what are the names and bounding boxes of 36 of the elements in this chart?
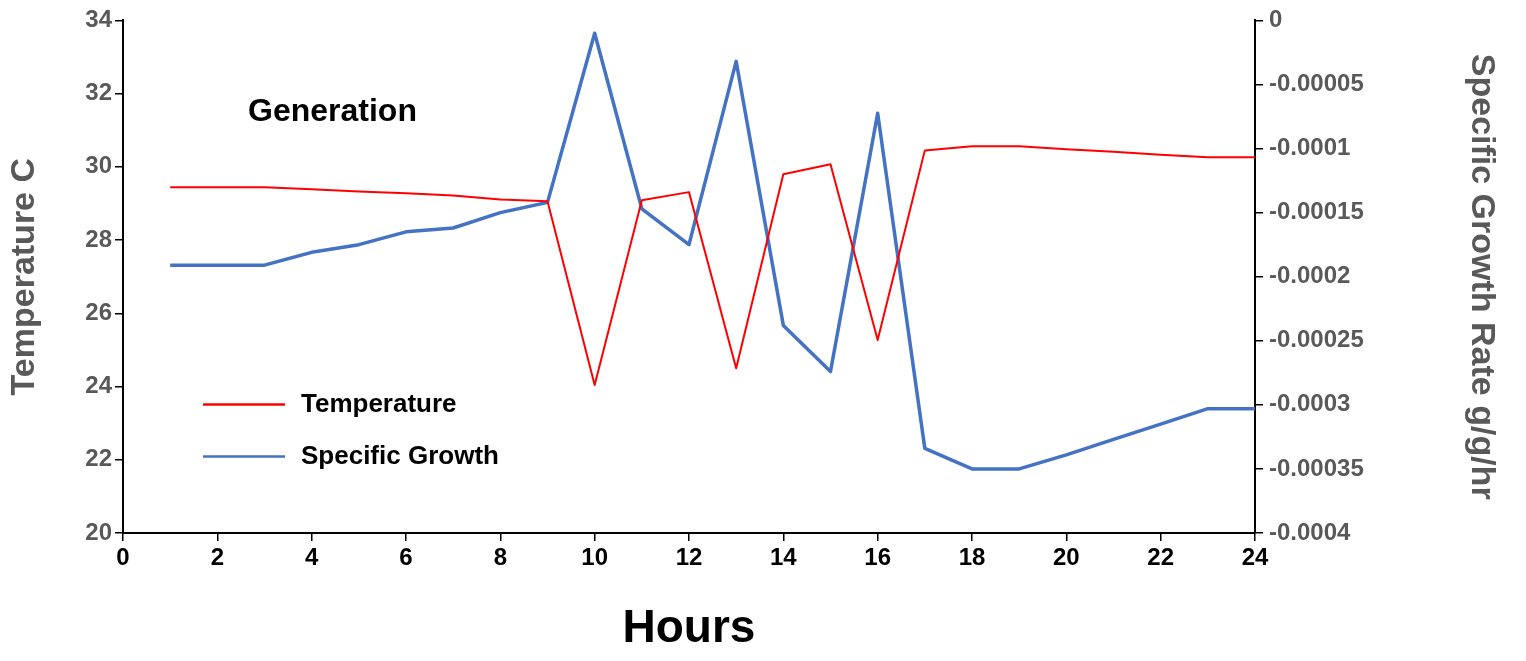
- y2-tick-label: -0.00025: [1269, 325, 1364, 353]
- y2-axis-title: Specific Growth Rate g/g/hr: [1465, 53, 1504, 500]
- y-tick-label: 28: [85, 224, 112, 252]
- y2-tick-label: -0.00035: [1269, 453, 1364, 481]
- x-axis-title: Hours: [622, 600, 756, 653]
- y2-tick-label: 0: [1269, 5, 1283, 33]
- y2-tick-label: -0.00015: [1269, 197, 1364, 225]
- y-tick-label: 22: [85, 444, 112, 472]
- x-tick-label: 8: [493, 543, 508, 571]
- x-tick-label: 20: [1052, 543, 1080, 571]
- y2-tick-label: -0.0002: [1269, 261, 1351, 289]
- y-tick-label: 26: [85, 297, 112, 325]
- annotation: Generation: [248, 92, 417, 129]
- legend-label: Specific Growth: [301, 439, 499, 470]
- y2-tick-label: -0.00005: [1269, 69, 1364, 97]
- x-tick-label: 6: [399, 543, 413, 571]
- x-tick-label: 10: [581, 543, 609, 571]
- x-tick-label: 4: [304, 543, 319, 571]
- x-tick-label: 22: [1147, 543, 1175, 571]
- x-tick-label: 0: [116, 543, 130, 571]
- x-tick-label: 18: [958, 543, 986, 571]
- y-tick-label: 32: [85, 78, 112, 106]
- x-tick-label: 12: [675, 543, 703, 571]
- x-tick-label: 24: [1241, 543, 1269, 571]
- y2-tick-label: -0.0004: [1269, 517, 1352, 545]
- x-tick-label: 2: [210, 543, 225, 571]
- y-tick-label: 30: [85, 151, 112, 179]
- y-tick-label: 24: [85, 371, 113, 399]
- y-tick-label: 34: [85, 5, 113, 33]
- y-axis-title: Temperature C: [2, 157, 41, 396]
- x-tick-label: 14: [769, 543, 798, 571]
- x-tick-label: 16: [864, 543, 892, 571]
- y2-tick-label: -0.0001: [1269, 133, 1351, 161]
- y-tick-label: 20: [85, 517, 112, 545]
- y2-tick-label: -0.0003: [1269, 389, 1351, 417]
- legend-label: Temperature: [301, 387, 457, 418]
